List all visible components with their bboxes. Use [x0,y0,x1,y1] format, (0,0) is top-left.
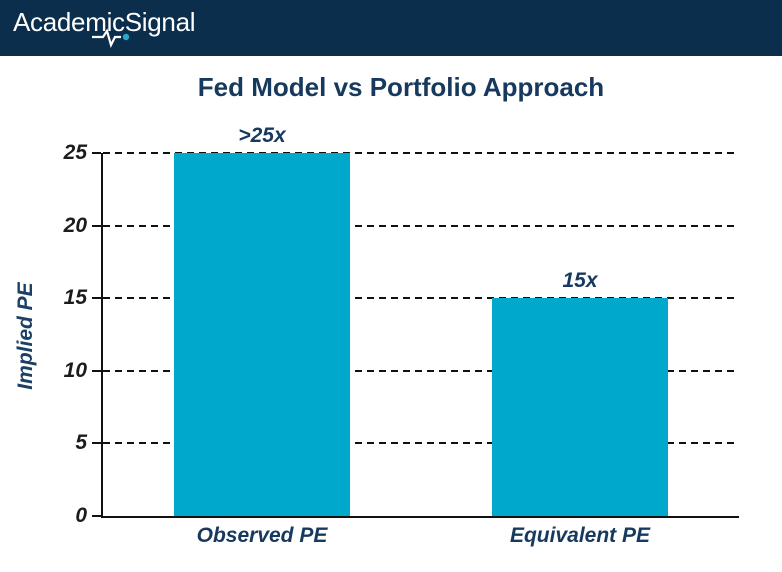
heartbeat-pulse-icon [92,28,130,48]
y-tick-label: 25 [63,141,87,164]
chart-title: Fed Model vs Portfolio Approach [197,72,605,102]
y-tick-label: 10 [63,358,87,382]
y-tick-label: 5 [75,431,87,455]
y-tick [92,515,101,517]
y-axis-title: Implied PE [14,282,37,390]
y-tick [92,152,101,154]
bar [492,298,668,516]
y-gridline [103,442,739,445]
x-category-label: Equivalent PE [509,524,651,547]
bar-value-label: 15x [562,269,598,293]
y-tick-label: 0 [75,504,87,527]
y-tick [92,442,101,445]
y-tick [92,224,101,227]
bar-value-label: >25x [238,124,286,147]
y-tick [92,297,101,300]
plot-area: 0 5 10 15 20 25 >25x Observed PE 15x Equivalent P… [64,124,739,547]
brand-wordmark: AcademicSignal [13,7,196,37]
x-category-label: Observed PE [196,524,328,547]
y-gridline [103,224,739,227]
y-gridline [103,369,739,372]
y-tick-label: 15 [63,286,87,310]
y-tick-label: 20 [63,213,87,237]
bar [174,153,350,516]
y-gridline [103,297,739,300]
y-tick [92,369,101,372]
y-gridline [103,152,739,154]
header-bar: AcademicSignal [0,0,782,56]
